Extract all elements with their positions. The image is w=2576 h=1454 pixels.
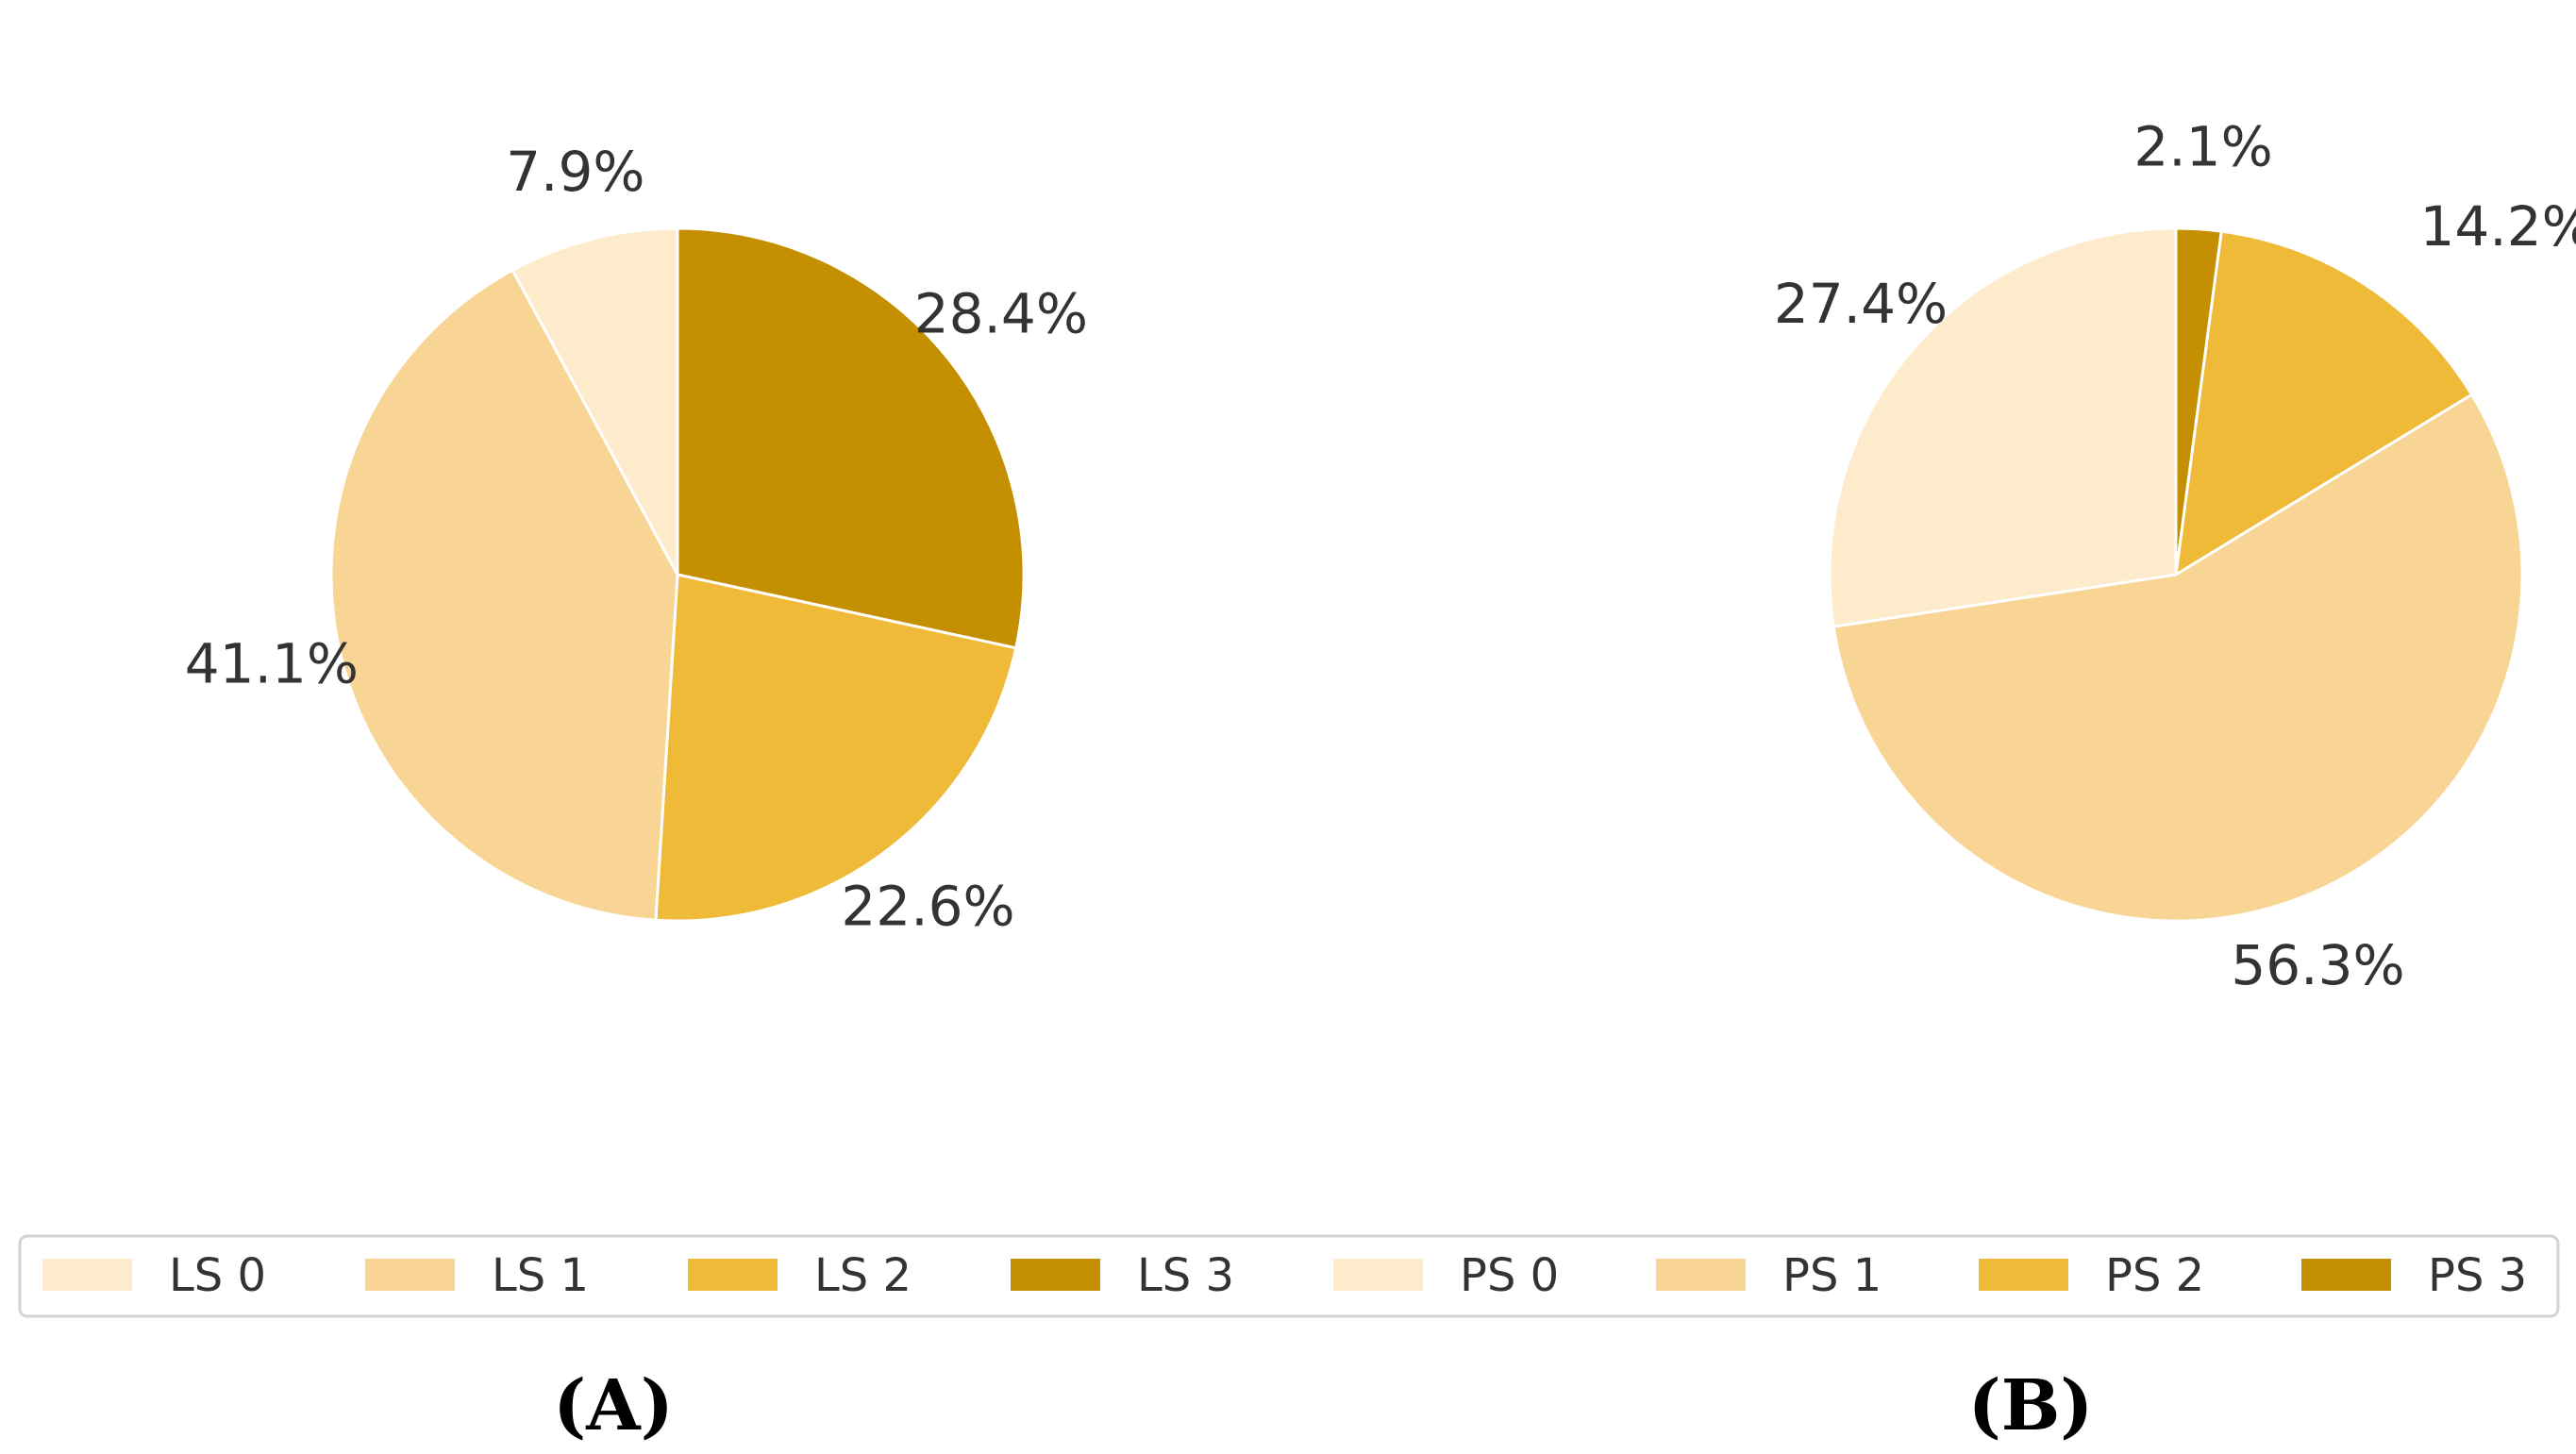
pie-slice-a-ls-2 [654, 573, 1018, 923]
legend-swatch-ls-2 [688, 1259, 778, 1291]
pie-label-a-ls-2: 22.6% [841, 874, 1014, 938]
legend-swatch-ps-0 [1333, 1259, 1423, 1291]
legend-swatch-ls-3 [1011, 1259, 1100, 1291]
pie-label-b-ps-2: 14.2% [2419, 194, 2576, 259]
panel-label-b: (B) [1968, 1365, 2094, 1446]
legend: LS 0 LS 1 LS 2 LS 3 PS 0 PS 1 PS 2 PS 3 [18, 1234, 2560, 1318]
legend-swatch-ps-3 [2301, 1259, 2391, 1291]
pie-slice-a-ls-1 [329, 268, 679, 922]
pie-slice-b-ps-2 [2174, 229, 2474, 577]
pie-slice-b-ps-0 [1828, 226, 2178, 628]
legend-swatch-ps-1 [1656, 1259, 1746, 1291]
legend-frame [18, 1234, 2560, 1318]
legend-swatch-ls-0 [42, 1259, 132, 1291]
pie-chart-b: 2.1% 14.2% 56.3% 27.4% [1774, 115, 2576, 997]
legend-items: LS 0 LS 1 LS 2 LS 3 PS 0 PS 1 PS 2 PS 3 [42, 1249, 2527, 1302]
legend-label-ls-1: LS 1 [492, 1249, 589, 1302]
pie-label-b-ps-3: 2.1% [2133, 115, 2272, 179]
panel-label-a: (A) [553, 1365, 673, 1446]
pie-slice-b-ps-1 [1832, 393, 2524, 923]
pie-label-b-ps-0: 27.4% [1774, 272, 1948, 336]
pie-label-a-ls-3: 28.4% [914, 282, 1088, 346]
legend-swatch-ps-2 [1979, 1259, 2068, 1291]
pie-slice-a-ls-0 [510, 226, 679, 577]
legend-label-ls-2: LS 2 [814, 1249, 912, 1302]
legend-label-ps-3: PS 3 [2428, 1249, 2527, 1302]
legend-label-ls-0: LS 0 [169, 1249, 266, 1302]
pie-label-a-ls-1: 41.1% [185, 632, 359, 696]
legend-label-ps-2: PS 2 [2105, 1249, 2204, 1302]
pie-label-a-ls-0: 7.9% [506, 140, 644, 204]
pie-chart-a: 28.4% 22.6% 41.1% 7.9% [185, 140, 1088, 938]
legend-label-ps-0: PS 0 [1460, 1249, 1559, 1302]
legend-label-ps-1: PS 1 [1782, 1249, 1882, 1302]
legend-swatch-ls-1 [365, 1259, 455, 1291]
pie-slice-a-ls-3 [676, 226, 1026, 650]
legend-label-ls-3: LS 3 [1137, 1249, 1234, 1302]
pie-label-b-ps-1: 56.3% [2231, 933, 2404, 997]
